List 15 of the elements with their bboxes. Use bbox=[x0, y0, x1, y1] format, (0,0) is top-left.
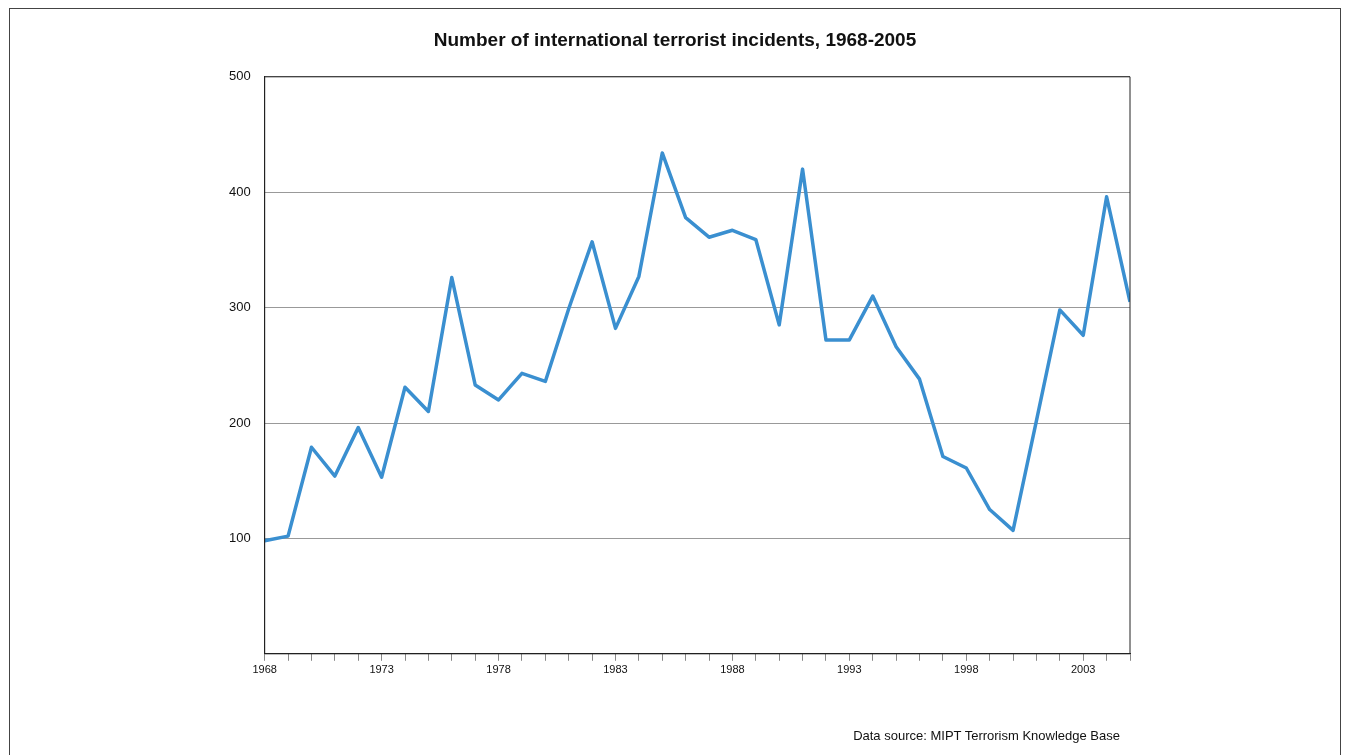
x-tick-label: 1988 bbox=[720, 663, 745, 676]
y-tick-label: 400 bbox=[228, 183, 251, 199]
x-tick-label: 2003 bbox=[1070, 663, 1096, 676]
x-tick-label: 1968 bbox=[252, 663, 277, 676]
x-tick-label: 1978 bbox=[486, 663, 511, 676]
x-tick-label: 1993 bbox=[837, 663, 862, 676]
y-tick-label: 200 bbox=[228, 414, 251, 430]
x-tick-label: 1983 bbox=[603, 663, 628, 676]
x-tick-label: 1973 bbox=[369, 663, 394, 676]
source-note: Data source: MIPT Terrorism Knowledge Base bbox=[853, 728, 1120, 743]
y-tick-label: 100 bbox=[228, 529, 251, 545]
x-tick-label: 1998 bbox=[954, 663, 979, 676]
y-tick-label: 300 bbox=[228, 299, 251, 315]
y-tick-label: 500 bbox=[228, 68, 251, 84]
chart-title: Number of international terrorist incidents, 1968-2005 bbox=[432, 29, 918, 51]
